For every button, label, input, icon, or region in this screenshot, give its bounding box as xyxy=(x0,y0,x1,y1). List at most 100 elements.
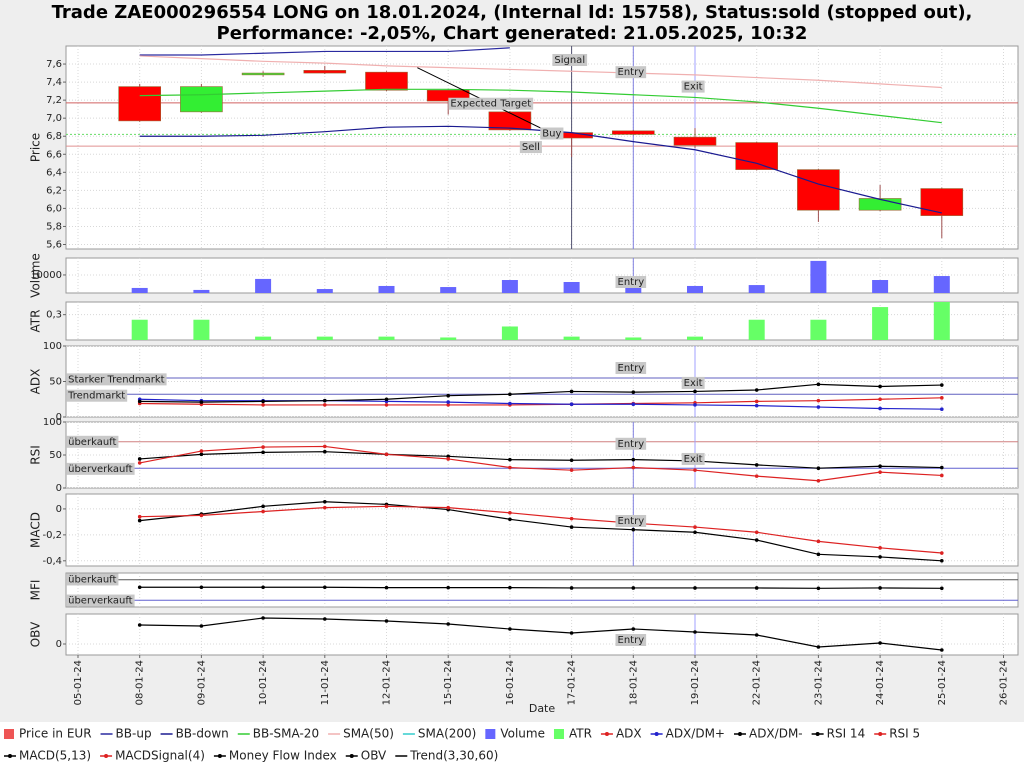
plot xyxy=(66,346,1018,417)
bar xyxy=(687,285,703,293)
bar xyxy=(563,336,580,340)
legend-label: Volume xyxy=(500,727,545,741)
point xyxy=(199,452,204,457)
bar xyxy=(378,285,395,293)
candle-body xyxy=(365,71,408,91)
bar xyxy=(748,319,765,340)
point xyxy=(137,457,142,461)
point xyxy=(446,585,451,590)
series-line xyxy=(139,586,942,589)
point xyxy=(323,617,327,621)
point xyxy=(323,499,327,504)
legend-label: MACD(5,13) xyxy=(19,749,91,763)
legend-label: Trend(3,30,60) xyxy=(409,749,498,763)
point xyxy=(693,468,697,472)
series-line xyxy=(139,47,510,56)
point xyxy=(199,513,204,518)
y-tick-label: 6,0 xyxy=(46,203,62,214)
point xyxy=(631,586,636,590)
point xyxy=(754,463,759,467)
annotation-bg xyxy=(66,373,167,386)
bar xyxy=(748,285,765,293)
annotation-bg xyxy=(615,275,647,288)
y-tick-label: 0 xyxy=(56,483,62,494)
series-line xyxy=(139,397,942,406)
series-line xyxy=(139,445,942,482)
plot-area xyxy=(65,45,1019,250)
y-tick-label: 6,8 xyxy=(46,131,62,142)
x-tick-label: 19-01-24 xyxy=(690,660,701,705)
point xyxy=(878,546,882,550)
annotation: Entry xyxy=(618,439,645,450)
legend-label: ADX/DM- xyxy=(749,727,803,741)
legend-label: SMA(200) xyxy=(418,727,476,741)
y-axis-label: MACD xyxy=(29,512,43,548)
point xyxy=(323,444,327,449)
y-axis-label: Price xyxy=(29,133,43,162)
legend-item: RSI 14 xyxy=(811,727,865,741)
point xyxy=(384,504,389,509)
annotation-bg xyxy=(66,389,128,402)
point xyxy=(816,382,821,387)
legend-item: Trend(3,30,60) xyxy=(395,749,498,763)
legend-item: Volume xyxy=(485,727,545,741)
annotation: Exit xyxy=(684,378,703,389)
bar xyxy=(501,326,518,340)
bar xyxy=(810,260,827,293)
point xyxy=(508,511,512,515)
bar xyxy=(316,289,333,293)
legend-label: ATR xyxy=(569,727,592,741)
plot-area xyxy=(65,493,1019,567)
point xyxy=(940,586,944,591)
legend-dot xyxy=(8,754,12,758)
point xyxy=(508,465,512,470)
point xyxy=(940,551,944,555)
annotation: Exit xyxy=(684,454,703,465)
candle-body xyxy=(488,111,532,131)
point xyxy=(137,461,142,465)
y-axis-label: ATR xyxy=(29,310,43,333)
series-line xyxy=(139,501,942,562)
point xyxy=(878,641,882,645)
point xyxy=(323,505,327,510)
point xyxy=(816,586,821,591)
y-tick-label: 5,6 xyxy=(46,239,62,250)
annotation-bg xyxy=(681,452,705,465)
annotation-bg xyxy=(66,573,119,586)
point xyxy=(631,627,636,631)
y-tick-label: 0 xyxy=(56,412,62,423)
y-tick-label: 7,4 xyxy=(46,77,62,88)
annotation-bg xyxy=(519,141,542,154)
candle-body xyxy=(241,72,285,76)
annotation-bg xyxy=(66,435,119,448)
x-tick-label: 25-01-24 xyxy=(937,660,948,705)
candle-body xyxy=(303,70,347,74)
point xyxy=(754,388,759,392)
x-tick-label: 09-01-24 xyxy=(196,660,207,705)
point xyxy=(754,403,759,408)
bar xyxy=(872,280,889,293)
plot-area xyxy=(65,301,1019,341)
legend-dot xyxy=(878,732,883,736)
chart-title: Trade ZAE000296554 LONG on 18.01.2024, (… xyxy=(52,2,973,23)
point xyxy=(940,465,944,470)
legend-item: SMA(50) xyxy=(328,727,394,741)
point xyxy=(631,527,636,532)
point xyxy=(137,399,142,404)
legend-item: ADX/DM- xyxy=(733,727,803,741)
annotation: Exit xyxy=(684,82,703,93)
annotation: Trendmarkt xyxy=(67,391,125,402)
y-tick-label: -0,2 xyxy=(42,530,62,541)
point xyxy=(508,457,512,462)
annotation-bg xyxy=(66,594,135,607)
legend-label: Price in EUR xyxy=(19,727,92,741)
annotation: Sell xyxy=(522,142,540,153)
plot xyxy=(66,302,1018,340)
legend-item: ADX/DM+ xyxy=(650,727,725,741)
point xyxy=(261,585,265,590)
y-axis-label: RSI xyxy=(29,445,43,465)
y-tick-label: 5,8 xyxy=(46,221,62,232)
point xyxy=(693,630,697,634)
point xyxy=(754,633,759,637)
legend-bg xyxy=(0,722,1024,768)
